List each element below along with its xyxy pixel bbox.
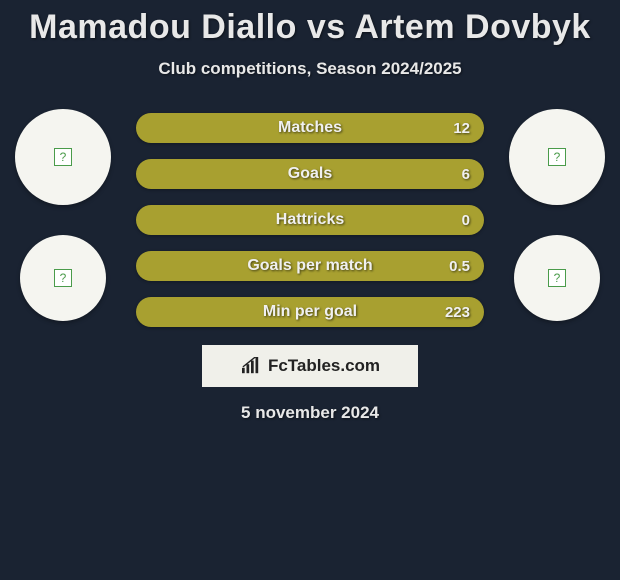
stat-value: 6 <box>462 166 470 183</box>
avatar-left-bottom: ? <box>20 235 106 321</box>
stat-label: Goals <box>288 165 332 183</box>
brand-text: FcTables.com <box>268 356 380 376</box>
page-title: Mamadou Diallo vs Artem Dovbyk <box>0 0 620 47</box>
avatar-right-bottom: ? <box>514 235 600 321</box>
stat-value: 223 <box>445 304 470 321</box>
stat-value: 0.5 <box>449 258 470 275</box>
stat-bar: Min per goal 223 <box>136 297 484 327</box>
stat-value: 0 <box>462 212 470 229</box>
image-placeholder-icon: ? <box>548 148 566 166</box>
image-placeholder-icon: ? <box>548 269 566 287</box>
brand-badge: FcTables.com <box>202 345 418 387</box>
stat-label: Matches <box>278 119 342 137</box>
avatar-right-top: ? <box>509 109 605 205</box>
content-row: ? ? Matches 12 Goals 6 Hattricks 0 Goals… <box>0 109 620 327</box>
avatar-left-top: ? <box>15 109 111 205</box>
stat-value: 12 <box>453 120 470 137</box>
chart-icon <box>240 357 262 375</box>
stat-bar: Matches 12 <box>136 113 484 143</box>
avatars-right: ? ? <box>502 109 612 321</box>
stat-bar: Hattricks 0 <box>136 205 484 235</box>
stat-label: Min per goal <box>263 303 357 321</box>
stat-label: Hattricks <box>276 211 344 229</box>
image-placeholder-icon: ? <box>54 269 72 287</box>
stat-bar: Goals per match 0.5 <box>136 251 484 281</box>
stats-bars: Matches 12 Goals 6 Hattricks 0 Goals per… <box>118 113 502 327</box>
stat-label: Goals per match <box>247 257 372 275</box>
date-text: 5 november 2024 <box>0 403 620 423</box>
stat-bar: Goals 6 <box>136 159 484 189</box>
avatars-left: ? ? <box>8 109 118 321</box>
subtitle: Club competitions, Season 2024/2025 <box>0 59 620 79</box>
image-placeholder-icon: ? <box>54 148 72 166</box>
